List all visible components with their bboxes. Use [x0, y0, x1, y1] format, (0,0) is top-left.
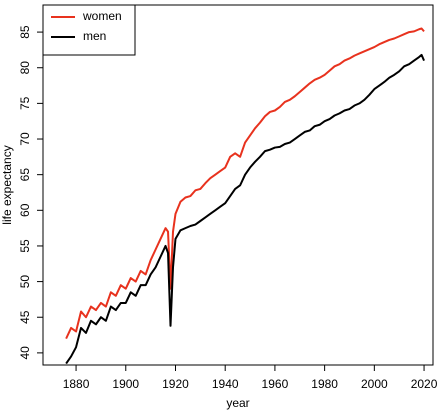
y-tick-label: 65	[18, 168, 32, 182]
plot-box	[42, 4, 434, 366]
x-axis-title: year	[226, 396, 249, 410]
series-line	[65, 27, 425, 340]
x-tick-label: 2000	[361, 377, 388, 391]
x-tick-label: 1900	[112, 377, 139, 391]
x-tick-label: 1940	[212, 377, 239, 391]
series-line	[65, 53, 425, 365]
y-tick-label: 80	[18, 61, 32, 75]
y-tick-label: 60	[18, 203, 32, 217]
x-tick-label: 1920	[162, 377, 189, 391]
y-tick-label: 40	[18, 346, 32, 360]
y-tick-label: 85	[18, 25, 32, 39]
y-tick-label: 75	[18, 96, 32, 110]
legend-box	[42, 4, 136, 56]
x-tick-label: 2020	[411, 377, 438, 391]
y-tick-label: 70	[18, 132, 32, 146]
legend-label: men	[83, 29, 106, 43]
y-tick-label: 50	[18, 275, 32, 289]
legend-label: women	[82, 9, 122, 23]
x-tick-label: 1880	[63, 377, 90, 391]
x-tick-label: 1980	[311, 377, 338, 391]
y-axis-title: life expectancy	[0, 145, 14, 224]
y-tick-label: 55	[18, 239, 32, 253]
y-tick-label: 45	[18, 310, 32, 324]
x-tick-label: 1960	[262, 377, 289, 391]
